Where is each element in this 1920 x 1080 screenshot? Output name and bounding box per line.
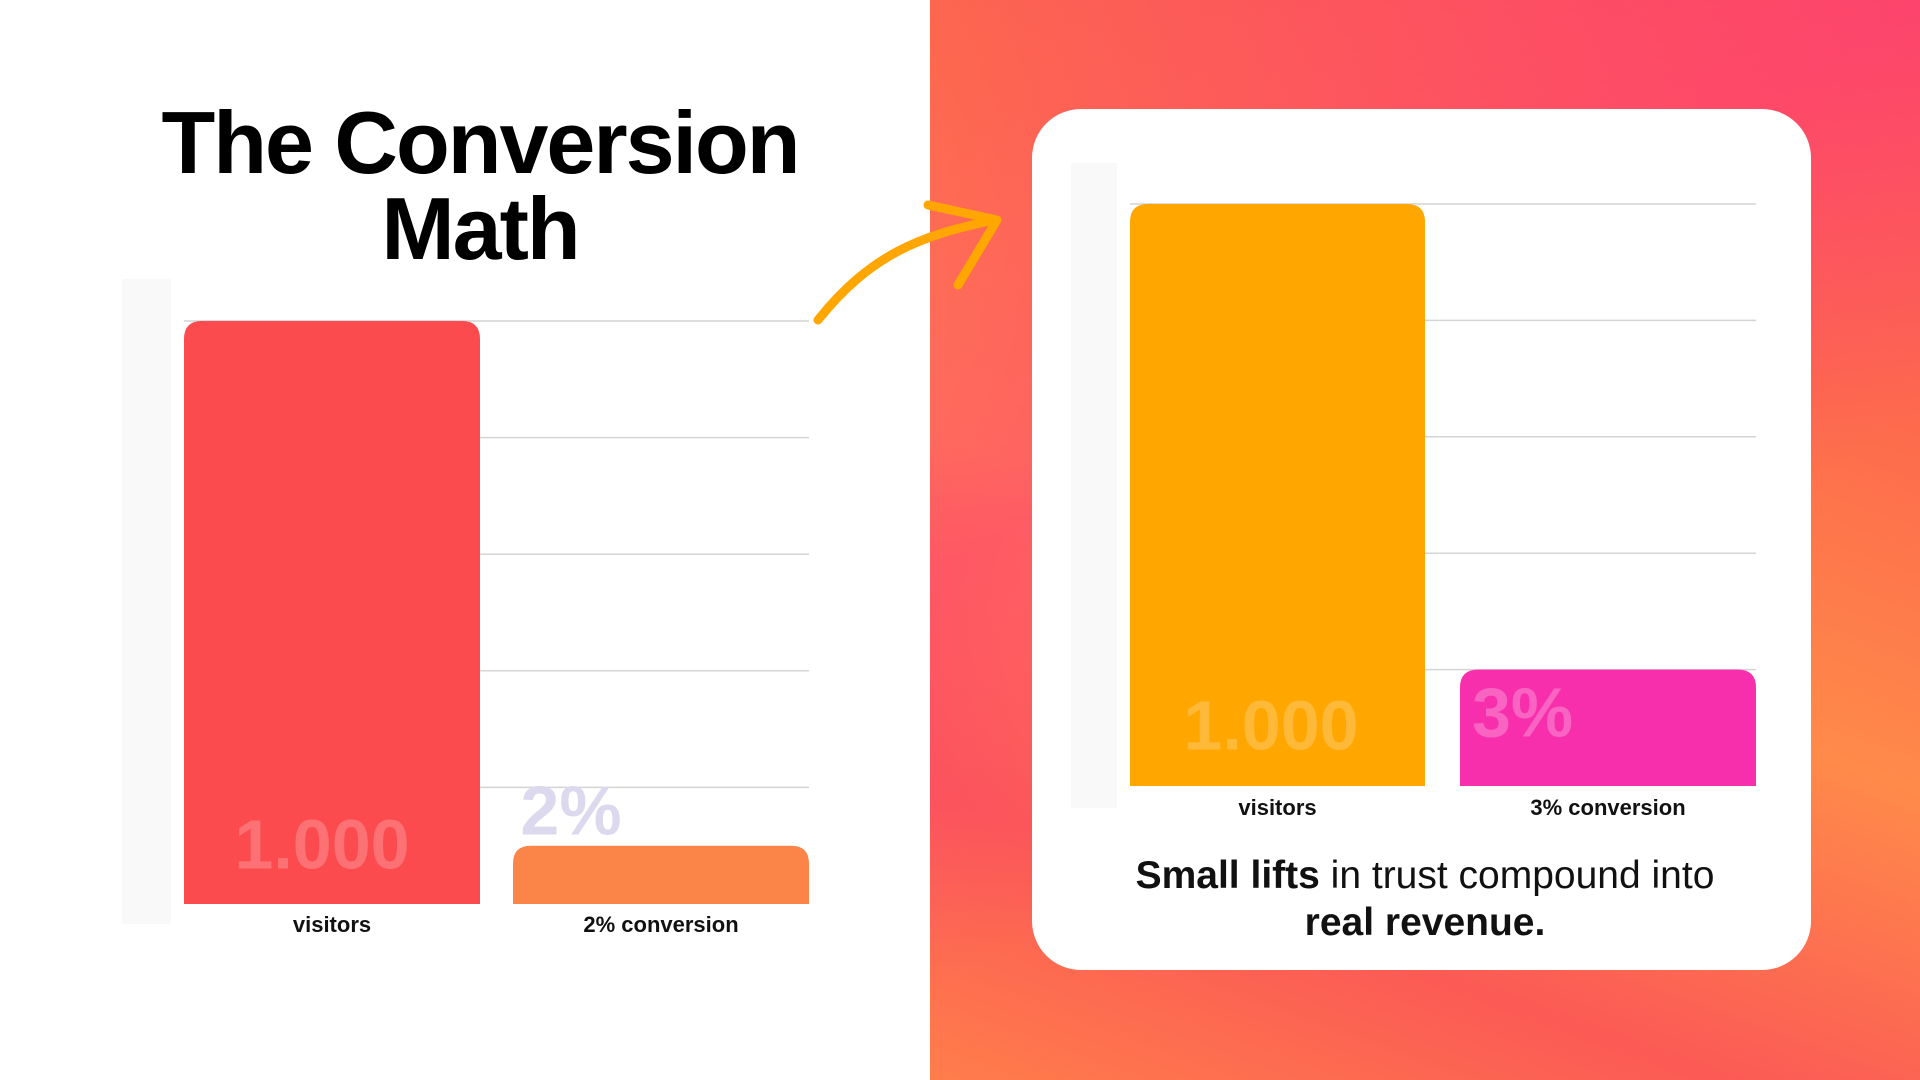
x-tick-label: 2% conversion — [583, 912, 738, 937]
bar — [1460, 669, 1756, 786]
x-tick-label: visitors — [293, 912, 371, 937]
x-tick-label: 3% conversion — [1530, 795, 1685, 820]
bar — [1130, 204, 1425, 786]
bar-annotation: 1.000 — [234, 805, 409, 883]
arrow — [813, 215, 1000, 325]
x-tick-label: visitors — [1238, 795, 1316, 820]
bar-annotation: 3% — [1472, 673, 1573, 751]
caption-part: real revenue. — [1304, 901, 1546, 944]
axis-strip — [1071, 163, 1117, 808]
bar-annotation: 2% — [520, 771, 621, 849]
bar — [513, 845, 809, 904]
axis-strip — [122, 279, 171, 924]
bar-annotation: 1.000 — [1183, 686, 1358, 764]
caption-part: in trust compound into — [1319, 854, 1726, 897]
bar — [184, 321, 480, 904]
slide-title: The Conversion Math — [161, 93, 801, 278]
caption-part: Small lifts — [1135, 854, 1320, 897]
arrow-head — [923, 200, 1002, 290]
caption: Small lifts in trust compound into real … — [1130, 852, 1720, 946]
